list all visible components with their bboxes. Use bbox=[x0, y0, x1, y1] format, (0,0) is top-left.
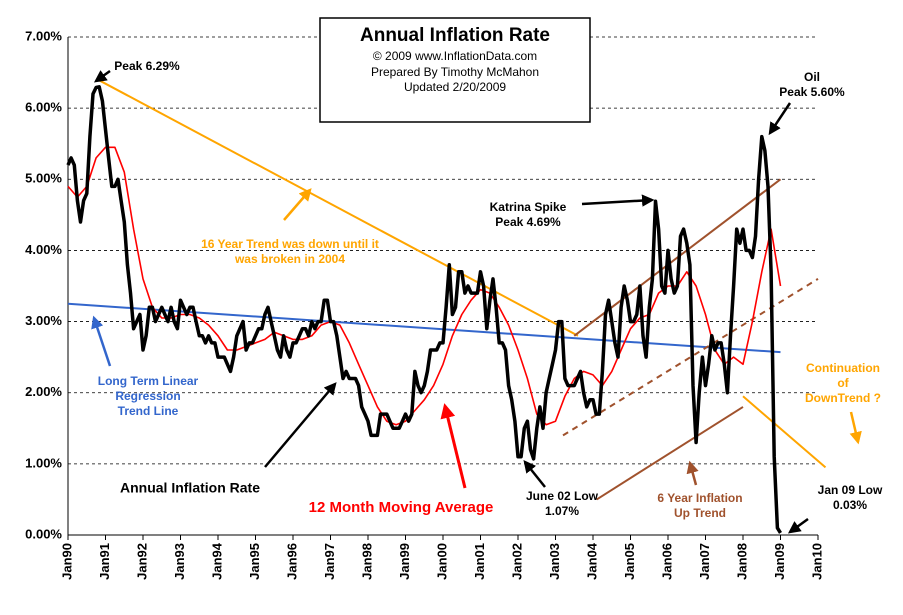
x-tick-label: Jan91 bbox=[97, 543, 112, 580]
arrow bbox=[523, 460, 546, 488]
grid: 0.00% 1.00% 2.00% 3.00% 4.00% 5.00% 6.00% 7.00%… bbox=[25, 28, 824, 579]
annotation: Peak 5.60% bbox=[779, 85, 845, 99]
annotation: Katrina Spike bbox=[490, 200, 567, 214]
y-tick-label: 2.00% bbox=[25, 384, 62, 399]
annotation: Jan 09 Low bbox=[818, 483, 883, 497]
annotation: Trend Line bbox=[118, 404, 179, 418]
x-tick-label: Jan07 bbox=[697, 543, 712, 580]
annotation: Regression bbox=[115, 389, 180, 403]
y-tick-label: 1.00% bbox=[25, 455, 62, 470]
annotation: of bbox=[837, 376, 849, 390]
arrow bbox=[93, 69, 111, 83]
x-tick-label: Jan93 bbox=[172, 543, 187, 580]
subtitle: Prepared By Timothy McMahon bbox=[371, 65, 539, 79]
trend-line bbox=[67, 302, 781, 354]
arrow bbox=[581, 194, 655, 207]
x-tick-label: Jan09 bbox=[772, 543, 787, 580]
y-tick-label: 6.00% bbox=[25, 100, 62, 115]
y-tick-label: 4.00% bbox=[25, 242, 62, 257]
subtitle: Updated 2/20/2009 bbox=[404, 80, 506, 94]
x-tick-label: Jan04 bbox=[584, 542, 599, 580]
x-tick-label: Jan97 bbox=[322, 543, 337, 580]
annotation: Oil bbox=[804, 70, 820, 84]
x-tick-label: Jan92 bbox=[134, 543, 149, 580]
x-tick-label: Jan02 bbox=[509, 543, 524, 580]
annotation: was broken in 2004 bbox=[234, 252, 345, 266]
arrow bbox=[849, 411, 862, 445]
y-tick-label: 5.00% bbox=[25, 171, 62, 186]
x-tick-label: Jan98 bbox=[359, 543, 374, 580]
annotation: Continuation bbox=[806, 361, 880, 375]
trend-line bbox=[562, 278, 819, 437]
x-tick-label: Jan99 bbox=[397, 543, 412, 580]
arrow bbox=[264, 382, 337, 468]
trend-line bbox=[596, 406, 744, 501]
arrow bbox=[91, 315, 112, 367]
annotation: 16 Year Trend was down until it bbox=[201, 237, 379, 251]
x-tick-label: Jan90 bbox=[59, 543, 74, 580]
x-tick-label: Jan94 bbox=[209, 542, 224, 580]
annotation: Up Trend bbox=[674, 506, 726, 520]
annotation: Peak 6.29% bbox=[114, 59, 180, 73]
trend-line bbox=[742, 395, 827, 469]
inflation-line bbox=[66, 85, 782, 534]
annotation: 6 Year Inflation bbox=[657, 491, 742, 505]
annotation: 1.07% bbox=[545, 504, 579, 518]
annotation: Peak 4.69% bbox=[495, 215, 561, 229]
x-tick-label: Jan95 bbox=[247, 543, 262, 580]
x-tick-label: Jan03 bbox=[547, 543, 562, 580]
x-tick-label: Jan05 bbox=[622, 543, 637, 580]
arrow bbox=[768, 102, 792, 136]
subtitle: © 2009 www.InflationData.com bbox=[373, 49, 537, 63]
trend-line bbox=[97, 78, 579, 337]
y-tick-label: 0.00% bbox=[25, 526, 62, 541]
series-label: 12 Month Moving Average bbox=[309, 499, 494, 516]
arrow bbox=[686, 460, 699, 486]
title-box bbox=[319, 17, 591, 123]
x-tick-label: Jan00 bbox=[434, 543, 449, 580]
y-tick-label: 3.00% bbox=[25, 313, 62, 328]
annotation: DownTrend ? bbox=[805, 391, 881, 405]
plot-area bbox=[66, 78, 827, 534]
x-tick-label: Jan08 bbox=[734, 543, 749, 580]
y-tick-label: 7.00% bbox=[25, 28, 62, 43]
x-tick-label: Jan06 bbox=[659, 543, 674, 580]
x-tick-label: Jan10 bbox=[809, 543, 824, 580]
arrow bbox=[283, 188, 312, 221]
annotation: Long Term Linear bbox=[98, 374, 199, 388]
chart-title: Annual Inflation Rate bbox=[360, 25, 550, 46]
arrow bbox=[440, 403, 467, 489]
annotation: 0.03% bbox=[833, 498, 867, 512]
x-tick-label: Jan01 bbox=[472, 543, 487, 580]
series-label: Annual Inflation Rate bbox=[120, 480, 260, 496]
annotation: June 02 Low bbox=[526, 489, 599, 503]
x-tick-label: Jan96 bbox=[284, 543, 299, 580]
arrow bbox=[787, 517, 809, 534]
